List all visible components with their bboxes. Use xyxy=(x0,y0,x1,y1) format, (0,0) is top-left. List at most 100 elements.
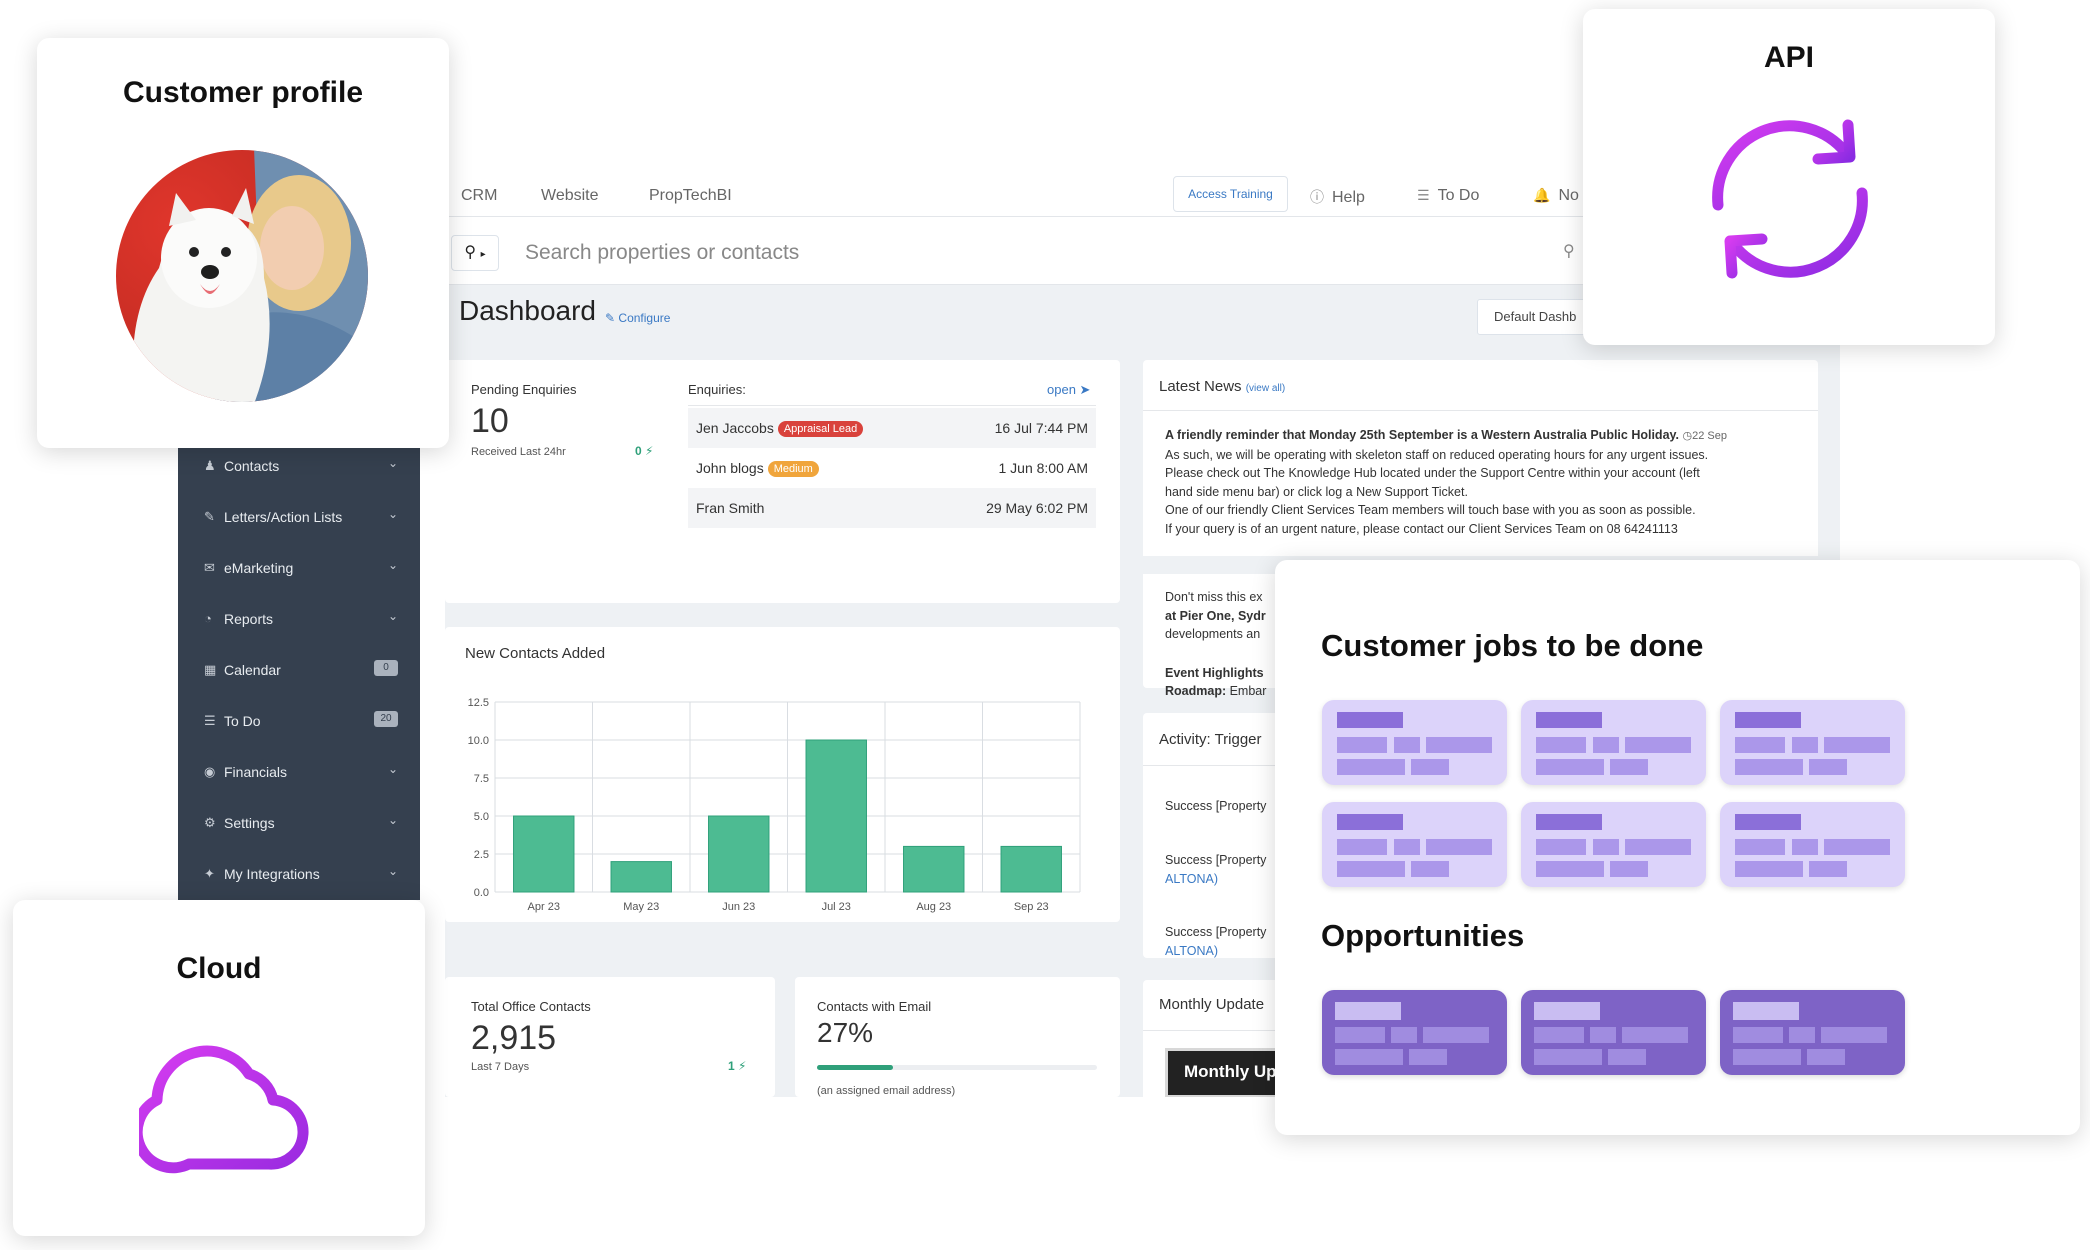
activity-item[interactable]: Success [Property ALTONA) xyxy=(1165,851,1266,889)
activity-title: Activity: Trigger xyxy=(1159,731,1262,748)
opportunity-card[interactable] xyxy=(1322,990,1507,1075)
y-tick-label: 5.0 xyxy=(474,811,489,823)
placeholder-bar xyxy=(1426,839,1492,855)
x-tick-label: Apr 23 xyxy=(528,901,560,913)
placeholder-bar xyxy=(1735,712,1801,728)
arrow-circle-icon: ➤ xyxy=(1079,382,1091,397)
news-line: As such, we will be operating with skele… xyxy=(1165,447,1709,462)
chart-bar xyxy=(610,861,672,893)
sidebar-item-label: Financials xyxy=(224,764,288,780)
money-icon: ◉ xyxy=(204,764,216,779)
lead-tag: Medium xyxy=(767,461,819,477)
x-tick-label: Sep 23 xyxy=(1014,901,1049,913)
placeholder-bar xyxy=(1824,737,1890,753)
opportunity-card[interactable] xyxy=(1720,990,1905,1075)
news-line: developments an xyxy=(1165,627,1261,642)
sidebar-item-calendar[interactable]: ▦ Calendar 0 xyxy=(178,644,420,695)
activity-link[interactable]: ALTONA) xyxy=(1165,944,1219,958)
email-contacts-card: Contacts with Email 27% (an assigned ema… xyxy=(795,977,1120,1097)
access-training-button[interactable]: Access Training xyxy=(1173,176,1288,212)
search-input[interactable] xyxy=(525,237,1225,269)
sidebar-item-label: Contacts xyxy=(224,458,280,474)
todo-label: To Do xyxy=(1437,187,1480,204)
nav-link-website[interactable]: Website xyxy=(541,187,599,204)
help-link[interactable]: ⓘ Help xyxy=(1310,187,1365,207)
table-row[interactable]: Jen Jaccobs Appraisal Lead 16 Jul 7:44 PM xyxy=(688,408,1096,448)
y-tick-label: 0.0 xyxy=(474,887,489,899)
view-all-link[interactable]: (view all) xyxy=(1245,383,1286,394)
activity-link[interactable]: ALTONA) xyxy=(1165,872,1219,886)
chevron-down-icon: ⌄ xyxy=(388,813,399,827)
enquiry-name-text: Jen Jaccobs xyxy=(696,420,774,436)
cloud-title: Cloud xyxy=(176,952,262,985)
configure-label: Configure xyxy=(618,311,671,325)
sidebar-item-financials[interactable]: ◉ Financials ⌄ xyxy=(178,746,420,797)
activity-item[interactable]: Success [Property ALTONA) xyxy=(1165,923,1266,961)
job-card[interactable] xyxy=(1322,802,1507,887)
total-contacts-value: 2,915 xyxy=(471,1019,557,1057)
activity-line: Success [Property xyxy=(1165,853,1267,867)
news-line: hand side menu bar) or click log a New S… xyxy=(1165,484,1468,499)
placeholder-bar xyxy=(1335,1002,1401,1020)
customer-profile-card: Customer profile xyxy=(37,38,449,448)
placeholder-bar xyxy=(1733,1002,1799,1020)
cloud-icon xyxy=(139,1045,309,1174)
placeholder-bar xyxy=(1411,861,1449,877)
pending-sub: Received Last 24hr xyxy=(471,446,566,458)
wrench-icon: ✎ xyxy=(605,311,616,325)
opportunities-title: Opportunities xyxy=(1321,918,1525,953)
x-tick-label: Jul 23 xyxy=(822,901,851,913)
sidebar-item-integrations[interactable]: ✦ My Integrations ⌄ xyxy=(178,848,420,899)
pie-chart-icon: ◔ xyxy=(204,611,212,626)
sidebar-item-label: eMarketing xyxy=(224,560,294,576)
cloud-card: Cloud xyxy=(13,900,425,1236)
placeholder-bar xyxy=(1534,1049,1602,1065)
placeholder-bar xyxy=(1610,861,1648,877)
news-line: Please check out The Knowledge Hub locat… xyxy=(1165,466,1700,481)
sidebar-item-letters[interactable]: ✎ Letters/Action Lists ⌄ xyxy=(178,491,420,542)
table-row[interactable]: Fran Smith 29 May 6:02 PM xyxy=(688,488,1096,528)
placeholder-bar xyxy=(1536,839,1586,855)
sidebar-item-contacts[interactable]: ♟ Contacts ⌄ xyxy=(178,440,420,491)
placeholder-bar xyxy=(1792,839,1818,855)
sidebar-item-todo[interactable]: ☰ To Do 20 xyxy=(178,695,420,746)
search-type-button[interactable]: ⚲ ▸ xyxy=(451,235,499,271)
table-row[interactable]: John blogs Medium 1 Jun 8:00 AM xyxy=(688,448,1096,488)
y-tick-label: 12.5 xyxy=(468,697,489,709)
activity-item[interactable]: Success [Property xyxy=(1165,799,1267,813)
nav-link-crm[interactable]: CRM xyxy=(461,187,498,204)
placeholder-bar xyxy=(1534,1002,1600,1020)
opportunity-card[interactable] xyxy=(1521,990,1706,1075)
open-enquiries-link[interactable]: open ➤ xyxy=(1047,382,1090,398)
pending-delta-value: 0 xyxy=(635,444,642,458)
divider xyxy=(688,405,1096,406)
job-card[interactable] xyxy=(1521,802,1706,887)
sidebar-item-reports[interactable]: ◔ Reports ⌄ xyxy=(178,593,420,644)
sidebar-item-settings[interactable]: ⚙ Settings ⌄ xyxy=(178,797,420,848)
sidebar-item-label: Settings xyxy=(224,815,275,831)
placeholder-bar xyxy=(1735,737,1785,753)
email-contacts-value: 27% xyxy=(817,1017,874,1048)
chevron-down-icon: ⌄ xyxy=(388,609,399,623)
job-card[interactable] xyxy=(1720,802,1905,887)
sidebar-item-emarketing[interactable]: ✉ eMarketing ⌄ xyxy=(178,542,420,593)
configure-link[interactable]: ✎ Configure xyxy=(605,311,670,325)
enquiry-time: 1 Jun 8:00 AM xyxy=(998,460,1088,476)
notifications-link[interactable]: 🔔 No xyxy=(1533,187,1579,205)
job-card[interactable] xyxy=(1322,700,1507,785)
todo-link[interactable]: ☰ To Do xyxy=(1417,187,1479,205)
news-headline: A friendly reminder that Monday 25th Sep… xyxy=(1165,428,1680,442)
calendar-icon: ▦ xyxy=(204,662,217,677)
placeholder-bar xyxy=(1536,712,1602,728)
nav-link-proptechbi[interactable]: PropTechBI xyxy=(649,187,732,204)
placeholder-bar xyxy=(1423,1027,1489,1043)
enquiry-name: Jen Jaccobs Appraisal Lead xyxy=(696,420,864,437)
y-tick-label: 2.5 xyxy=(474,849,489,861)
job-card[interactable] xyxy=(1521,700,1706,785)
total-contacts-label: Total Office Contacts xyxy=(471,999,591,1014)
news-line: at Pier One, Sydr xyxy=(1165,608,1266,623)
api-card: API xyxy=(1583,9,1995,345)
search-icon[interactable]: ⚲ xyxy=(1563,243,1575,260)
job-card[interactable] xyxy=(1720,700,1905,785)
avatar xyxy=(116,150,368,402)
